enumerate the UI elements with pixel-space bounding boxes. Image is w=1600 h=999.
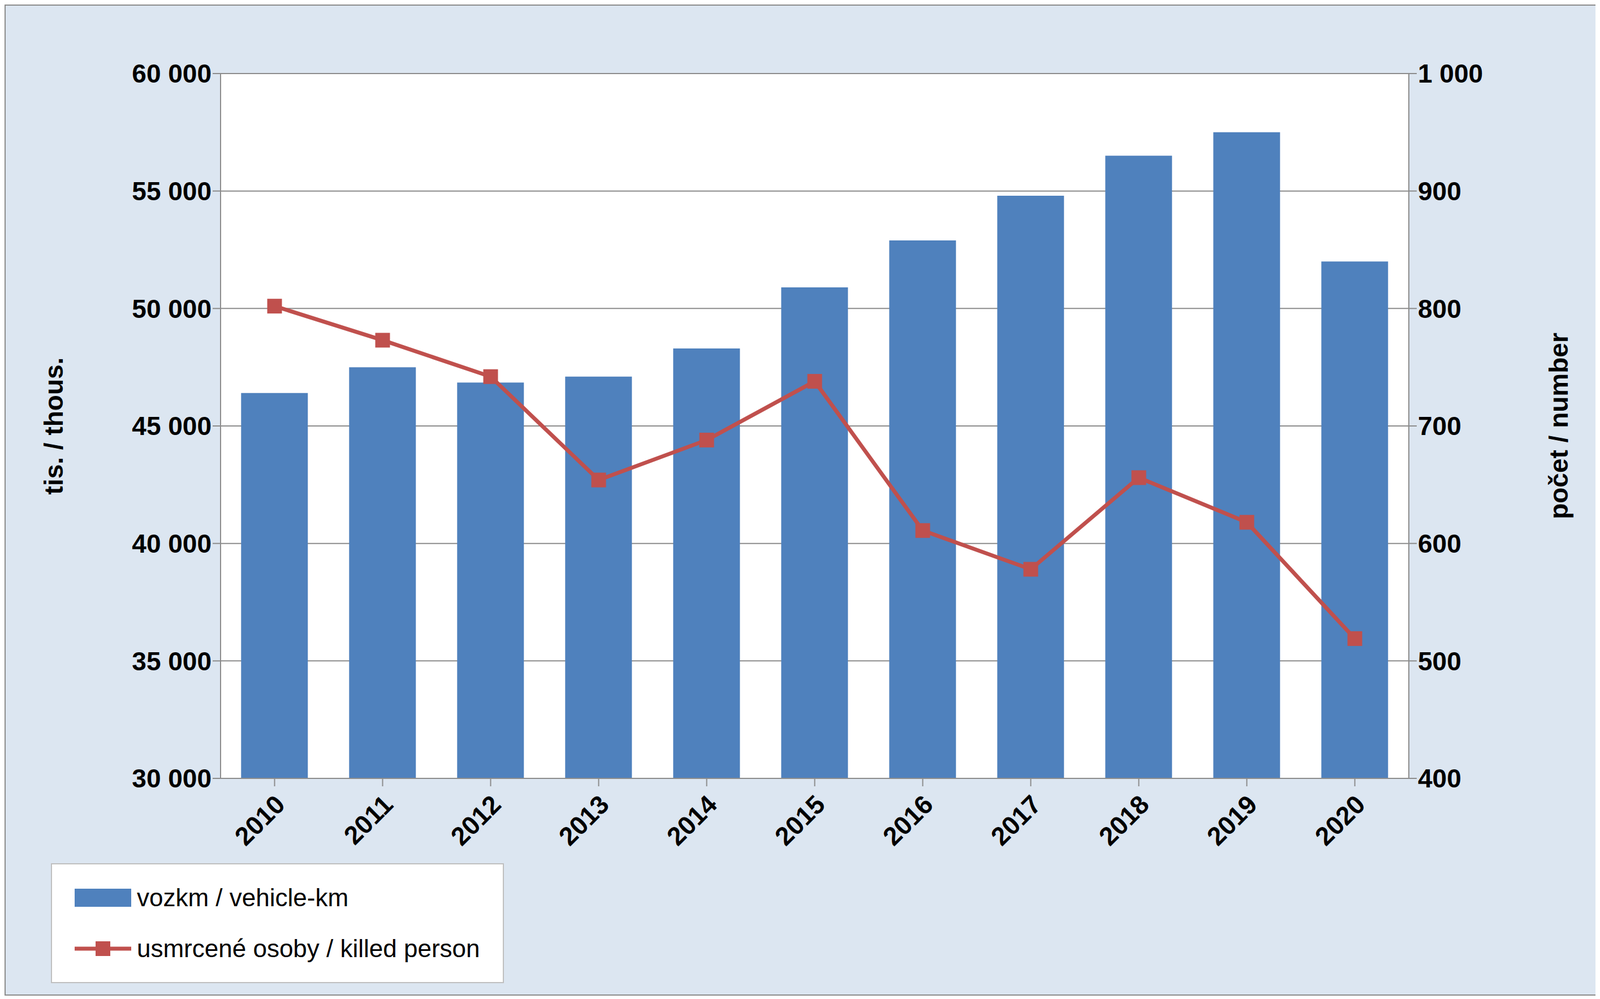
svg-text:2011: 2011 bbox=[337, 789, 399, 851]
svg-text:2010: 2010 bbox=[229, 789, 291, 852]
svg-text:900: 900 bbox=[1417, 176, 1462, 206]
svg-text:30 000: 30 000 bbox=[131, 763, 212, 793]
html-text:vozkm / vehicle-km: vozkm / vehicle-km bbox=[136, 883, 349, 912]
svg-text:500: 500 bbox=[1417, 646, 1462, 676]
svg-text:2016: 2016 bbox=[877, 789, 939, 852]
svg-text:2020: 2020 bbox=[1309, 789, 1371, 852]
svg-text:50 000: 50 000 bbox=[131, 294, 212, 324]
svg-text:tis. / thous.: tis. / thous. bbox=[39, 357, 69, 495]
svg-text:800: 800 bbox=[1417, 294, 1462, 324]
svg-text:2013: 2013 bbox=[553, 789, 615, 852]
svg-text:700: 700 bbox=[1417, 411, 1462, 441]
svg-text:60 000: 60 000 bbox=[131, 58, 212, 89]
svg-text:2014: 2014 bbox=[661, 788, 723, 851]
svg-text:2015: 2015 bbox=[769, 789, 831, 852]
svg-text:400: 400 bbox=[1417, 763, 1462, 793]
svg-text:600: 600 bbox=[1417, 528, 1462, 559]
svg-text:45 000: 45 000 bbox=[131, 411, 212, 441]
svg-text:35 000: 35 000 bbox=[131, 646, 212, 676]
svg-text:55 000: 55 000 bbox=[131, 176, 212, 206]
svg-text:2012: 2012 bbox=[445, 789, 507, 852]
svg-text:počet / number: počet / number bbox=[1544, 332, 1574, 520]
svg-text:1 000: 1 000 bbox=[1417, 58, 1483, 89]
svg-text:2019: 2019 bbox=[1201, 789, 1263, 852]
svg-text:40 000: 40 000 bbox=[131, 528, 212, 559]
svg-text:2017: 2017 bbox=[985, 789, 1047, 852]
svg-text:2018: 2018 bbox=[1093, 789, 1155, 852]
html-text:usmrcené osoby / killed person: usmrcené osoby / killed person bbox=[136, 934, 480, 963]
